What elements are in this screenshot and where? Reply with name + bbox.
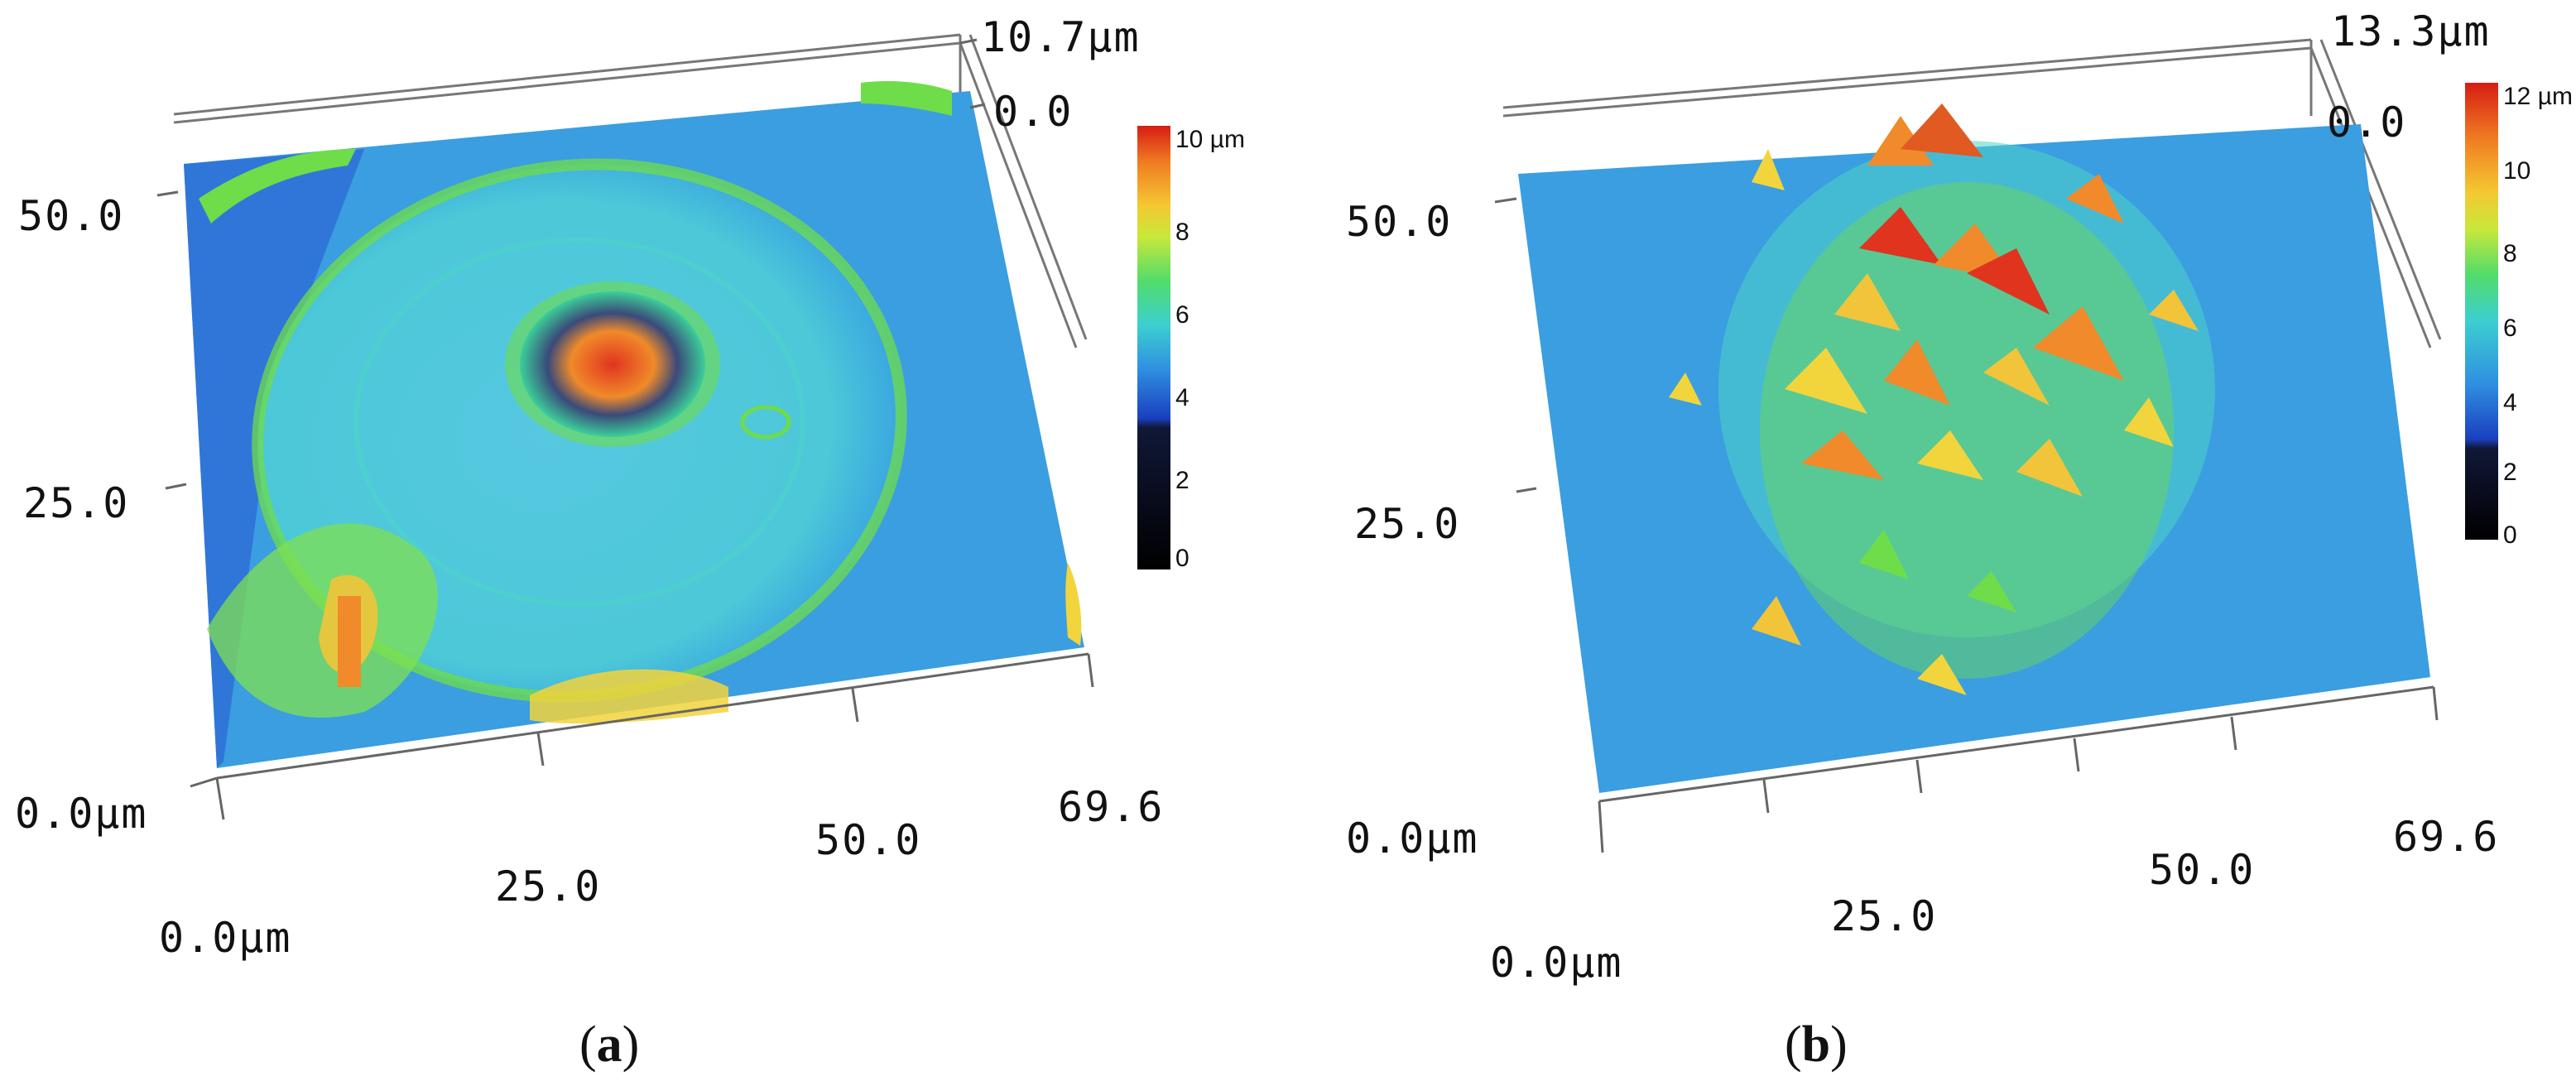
peaks-b [1669, 103, 2199, 695]
colorbar-a-tick-2: 6 [1175, 301, 1189, 329]
y-tick-25-label: 25.0 [23, 479, 129, 527]
colorbar-b-tick-2: 8 [2503, 240, 2517, 267]
colorbar-a: 10 µm 8 6 4 2 0 [1137, 126, 1245, 572]
caption-a-letter: a [597, 1016, 622, 1073]
x-origin-label-b: 0.0µm [1490, 939, 1623, 987]
y-origin-label: 0.0µm [15, 790, 148, 838]
colorbar-a-tick-0: 10 µm [1175, 126, 1245, 153]
panel-a: 10.7µm 0.0 50.0 25.0 0.0µm 25.0 50.0 69.… [15, 13, 1245, 1073]
x-tick-50-label: 50.0 [815, 816, 921, 864]
colorbar-b-tick-5: 2 [2503, 459, 2517, 486]
y-tick-50-label-b: 50.0 [1346, 198, 1452, 246]
x-tick-50-label-b: 50.0 [2149, 846, 2255, 894]
z-top-label: 10.7µm [981, 13, 1141, 61]
y-origin-label-b: 0.0µm [1346, 814, 1479, 863]
panel-b: 13.3µm 0.0 50.0 25.0 0.0µm 25.0 50.0 69.… [1288, 0, 2576, 1086]
colorbar-b-gradient [2465, 83, 2498, 540]
colorbar-b-tick-4: 4 [2503, 389, 2517, 416]
bounding-box-lines [173, 33, 1088, 348]
colorbar-a-gradient [1137, 126, 1170, 569]
colorbar-b-tick-3: 6 [2503, 315, 2517, 342]
surface-a [184, 81, 1084, 768]
caption-b: (b) [1785, 1016, 1848, 1073]
axis-ticks [156, 38, 1094, 820]
x-end-label-b: 69.6 [2393, 813, 2499, 861]
z-zero-label: 0.0 [993, 88, 1073, 136]
surface-b [1518, 103, 2430, 793]
x-tick-25-label-b: 25.0 [1831, 892, 1937, 940]
axis-ticks-b [1494, 197, 2439, 853]
y-tick-50-label: 50.0 [18, 192, 124, 240]
z-zero-label-b: 0.0 [2327, 99, 2406, 147]
panel-a-figure: 10.7µm 0.0 50.0 25.0 0.0µm 25.0 50.0 69.… [15, 13, 1245, 1073]
bounding-box-lines-b [1502, 38, 2442, 348]
colorbar-a-tick-3: 4 [1175, 384, 1189, 411]
y-tick-25-label-b: 25.0 [1354, 500, 1460, 548]
caption-a: (a) [579, 1016, 639, 1073]
colorbar-a-tick-4: 2 [1175, 467, 1189, 494]
caption-b-letter: b [1802, 1016, 1830, 1073]
colorbar-b: 12 µm 10 8 6 4 2 0 [2465, 83, 2573, 549]
x-tick-25-label: 25.0 [495, 863, 601, 911]
panel-b-figure: 13.3µm 0.0 50.0 25.0 0.0µm 25.0 50.0 69.… [1346, 7, 2573, 1073]
colorbar-b-tick-0: 12 µm [2503, 83, 2573, 110]
colorbar-a-tick-5: 0 [1175, 545, 1189, 572]
x-origin-label: 0.0µm [159, 914, 292, 962]
z-top-label-b: 13.3µm [2331, 7, 2491, 55]
x-end-label: 69.6 [1058, 783, 1164, 831]
colorbar-a-tick-1: 8 [1175, 219, 1189, 246]
colorbar-b-tick-6: 0 [2503, 521, 2517, 549]
colorbar-b-tick-1: 10 [2503, 157, 2530, 185]
